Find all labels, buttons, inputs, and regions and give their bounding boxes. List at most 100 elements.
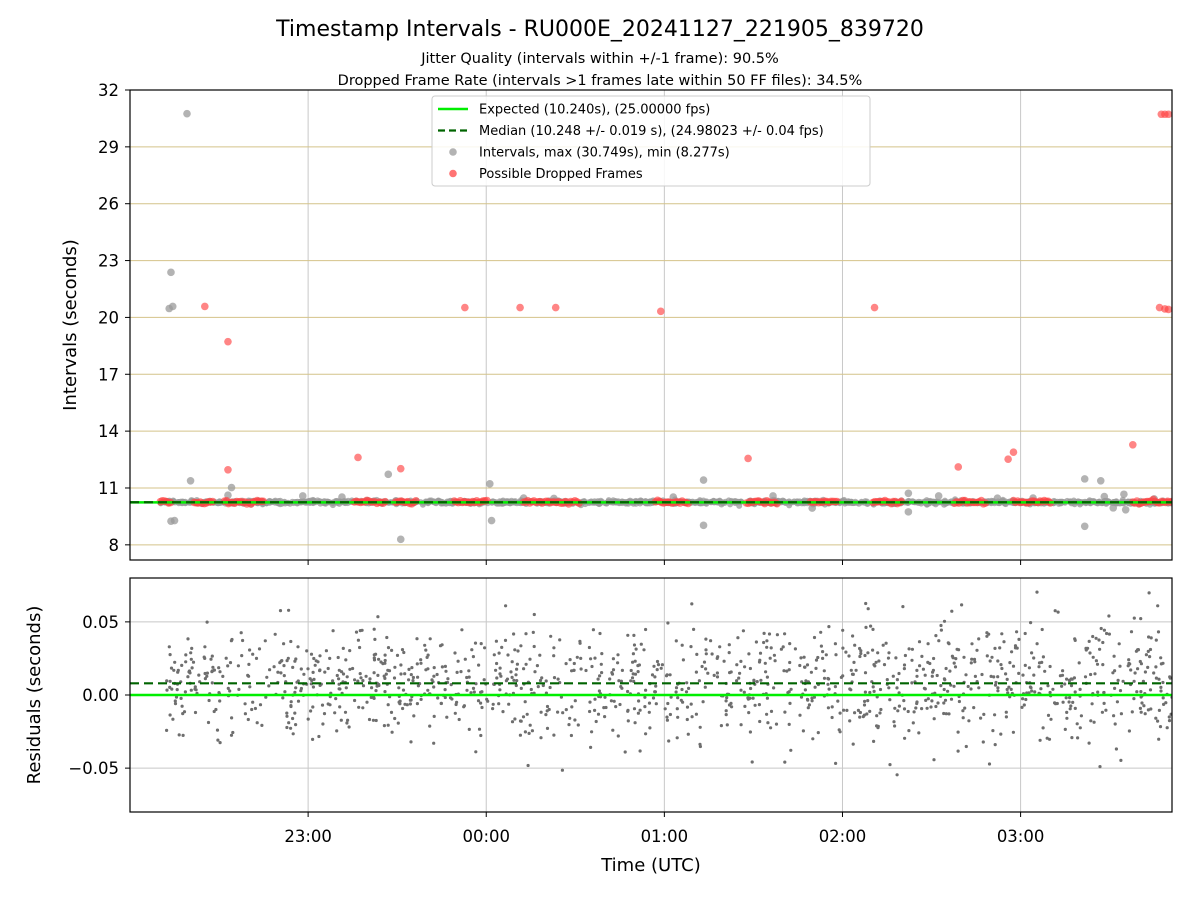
residual-point [887,686,891,690]
residual-point [956,730,960,734]
residual-point [977,686,981,690]
residuals-panel: −0.05 0.00 0.05 23:00 00:00 01:00 02:00 03:00 [68,577,1173,846]
residual-point [1061,669,1065,673]
residual-point [643,695,647,699]
residual-point [830,705,834,709]
residual-point [1154,676,1158,680]
residual-point [1068,707,1072,711]
residual-point [611,668,616,672]
residual-point [689,645,693,649]
residual-point [515,679,519,683]
residual-point [765,712,769,716]
residual-point [528,723,532,727]
residual-point [793,647,798,651]
residual-point [902,663,907,667]
residual-point [397,700,401,704]
residual-point [1139,710,1143,714]
residual-point [1159,656,1163,660]
residual-point [1097,638,1101,642]
residual-point [727,651,731,655]
residual-point [205,620,209,624]
residual-point [539,710,543,714]
residual-point [251,652,255,656]
residual-point [798,663,802,668]
residual-point [993,646,997,651]
residual-point [1169,712,1172,716]
residual-point [1149,636,1153,640]
residual-point [1147,635,1151,639]
residual-point [309,652,314,656]
residual-point [299,667,303,671]
residual-point [397,686,401,690]
residual-point [336,655,340,660]
residual-point [859,651,863,656]
residual-point [987,632,991,636]
residual-point [685,717,689,722]
residual-point [647,710,651,714]
residual-point [936,701,940,705]
residual-point [190,666,194,670]
residual-point [389,710,394,715]
residual-point [310,678,314,683]
residual-point [516,649,520,653]
residual-point [799,695,804,699]
residual-point [834,653,838,657]
residual-point [523,730,528,734]
residual-point [1084,646,1088,651]
residual-point [739,659,743,664]
residual-point [994,680,998,685]
residual-point [775,633,780,637]
residual-point [1117,642,1121,646]
residual-point [1043,669,1047,673]
residual-point [659,666,663,670]
residual-point [474,682,478,686]
residual-point [459,670,463,674]
residual-point [372,656,376,660]
residual-point [426,667,430,671]
residual-point [942,701,946,705]
residual-point [373,637,377,642]
residual-point [258,703,263,707]
residual-point [255,721,259,725]
residual-point [527,731,531,736]
residual-point [596,712,601,716]
residual-point [864,601,868,606]
residual-point [568,716,572,720]
residual-point [552,733,556,737]
residual-point [858,646,862,651]
residual-point [1113,669,1117,673]
interval-outlier-point [904,508,913,516]
residual-point [368,677,372,681]
residual-point [593,656,597,660]
residual-point [1127,729,1131,733]
residual-point [445,715,449,719]
residual-point [718,645,722,649]
residual-point [666,621,670,625]
residual-point [653,675,657,679]
residual-point [964,744,968,749]
residual-point [1070,736,1074,740]
residual-point [643,705,647,709]
interval-outlier-point [298,492,307,500]
residual-point [424,648,428,652]
residual-point [518,719,523,723]
residual-point [383,653,387,657]
residual-point [428,637,432,641]
residual-point [637,699,641,703]
residual-point [579,667,583,671]
residual-point [842,708,846,712]
residual-point [226,664,230,668]
residual-point [977,637,981,641]
intervals-y-tick-label: 11 [98,479,119,498]
residual-point [531,630,535,635]
residual-point [405,703,409,707]
residual-point [876,724,880,728]
residual-point [322,712,327,716]
residual-point [939,623,943,628]
residual-point [578,641,582,645]
residual-point [443,695,447,700]
residual-point [513,648,517,652]
residual-point [401,688,406,692]
residual-point [785,669,789,673]
